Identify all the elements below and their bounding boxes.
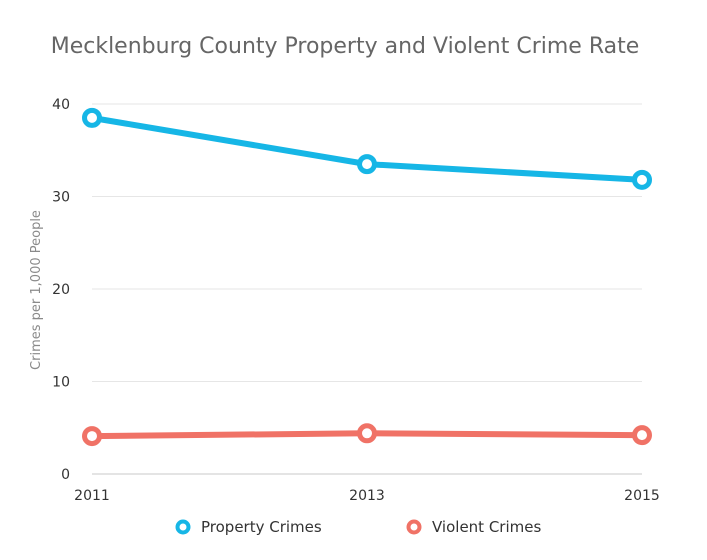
data-point bbox=[357, 423, 377, 444]
data-point bbox=[632, 169, 652, 190]
y-tick-label: 20 bbox=[52, 282, 70, 298]
y-axis-label: Crimes per 1,000 People bbox=[29, 210, 44, 370]
legend-label: Property Crimes bbox=[201, 518, 322, 536]
chart-title: Mecklenburg County Property and Violent … bbox=[51, 34, 640, 59]
legend-label: Violent Crimes bbox=[432, 518, 541, 536]
x-tick-label: 2015 bbox=[624, 488, 660, 504]
y-axis-ticks: 0 10 20 30 40 bbox=[52, 97, 70, 483]
x-axis-ticks: 2011 2013 2015 bbox=[74, 488, 660, 504]
data-point bbox=[82, 107, 102, 128]
series-lines bbox=[82, 107, 652, 447]
legend-marker bbox=[406, 519, 422, 535]
y-tick-label: 10 bbox=[52, 375, 70, 391]
data-point bbox=[632, 425, 652, 446]
y-tick-label: 0 bbox=[61, 467, 70, 483]
y-tick-label: 40 bbox=[52, 97, 70, 113]
data-point bbox=[82, 426, 102, 447]
y-tick-label: 30 bbox=[52, 190, 70, 206]
legend-marker bbox=[175, 519, 191, 535]
x-tick-label: 2013 bbox=[349, 488, 385, 504]
data-point bbox=[357, 154, 377, 175]
legend: Property Crimes Violent Crimes bbox=[175, 518, 541, 536]
x-tick-label: 2011 bbox=[74, 488, 110, 504]
gridlines bbox=[92, 103, 642, 475]
